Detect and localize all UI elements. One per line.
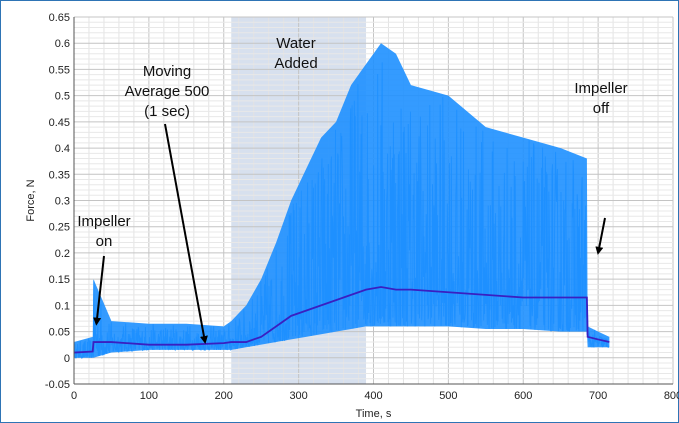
- y-tick-label: -0.05: [45, 379, 70, 391]
- annotation: Impeller off: [574, 80, 628, 255]
- annotation: Impeller on: [77, 213, 131, 326]
- x-tick-label: 600: [514, 390, 532, 402]
- y-tick-label: 0.3: [55, 196, 70, 208]
- annotation-text: on: [96, 233, 113, 250]
- x-tick-label: 800: [664, 390, 679, 402]
- x-tick-label: 100: [140, 390, 158, 402]
- y-tick-label: 0: [64, 353, 70, 365]
- y-tick-label: 0.4: [55, 143, 70, 155]
- y-axis-title: Force, N: [25, 179, 37, 221]
- y-tick-label: 0.15: [49, 274, 70, 286]
- y-tick-label: 0.35: [49, 169, 70, 181]
- y-tick-label: 0.6: [55, 38, 70, 50]
- annotation-text: Added: [274, 55, 317, 72]
- annotation-arrow: [164, 123, 208, 345]
- moving-average-line: [73, 286, 610, 354]
- annotation-arrow: [595, 217, 606, 255]
- annotation-text: Average 500: [125, 83, 210, 100]
- y-tick-label: 0.2: [55, 248, 70, 260]
- y-tick-label: 0.1: [55, 300, 70, 312]
- x-tick-label: 0: [71, 390, 77, 402]
- annotation: Water Added: [274, 35, 317, 72]
- y-tick-label: 0.25: [49, 222, 70, 234]
- annotation-arrow: [93, 255, 105, 326]
- y-tick-label: 0.05: [49, 327, 70, 339]
- y-tick-label: 0.5: [55, 91, 70, 103]
- x-tick-label: 700: [589, 390, 607, 402]
- annotation-text: Impeller: [77, 213, 130, 230]
- y-tick-label: 0.45: [49, 117, 70, 129]
- x-tick-label: 500: [439, 390, 457, 402]
- annotation-text: Water: [276, 35, 315, 52]
- y-tick-label: 0.65: [49, 12, 70, 24]
- x-tick-label: 400: [364, 390, 382, 402]
- y-tick-label: 0.55: [49, 64, 70, 76]
- annotation-text: Moving: [143, 63, 191, 80]
- x-axis-title: Time, s: [356, 408, 392, 420]
- annotation-text: Impeller: [574, 80, 627, 97]
- annotation-text: (1 sec): [144, 103, 190, 120]
- x-tick-label: 200: [215, 390, 233, 402]
- raw-force-line: [73, 62, 610, 360]
- annotation: Moving Average 500 (1 sec): [125, 63, 210, 345]
- x-tick-label: 300: [289, 390, 307, 402]
- annotation-text: off: [593, 100, 610, 117]
